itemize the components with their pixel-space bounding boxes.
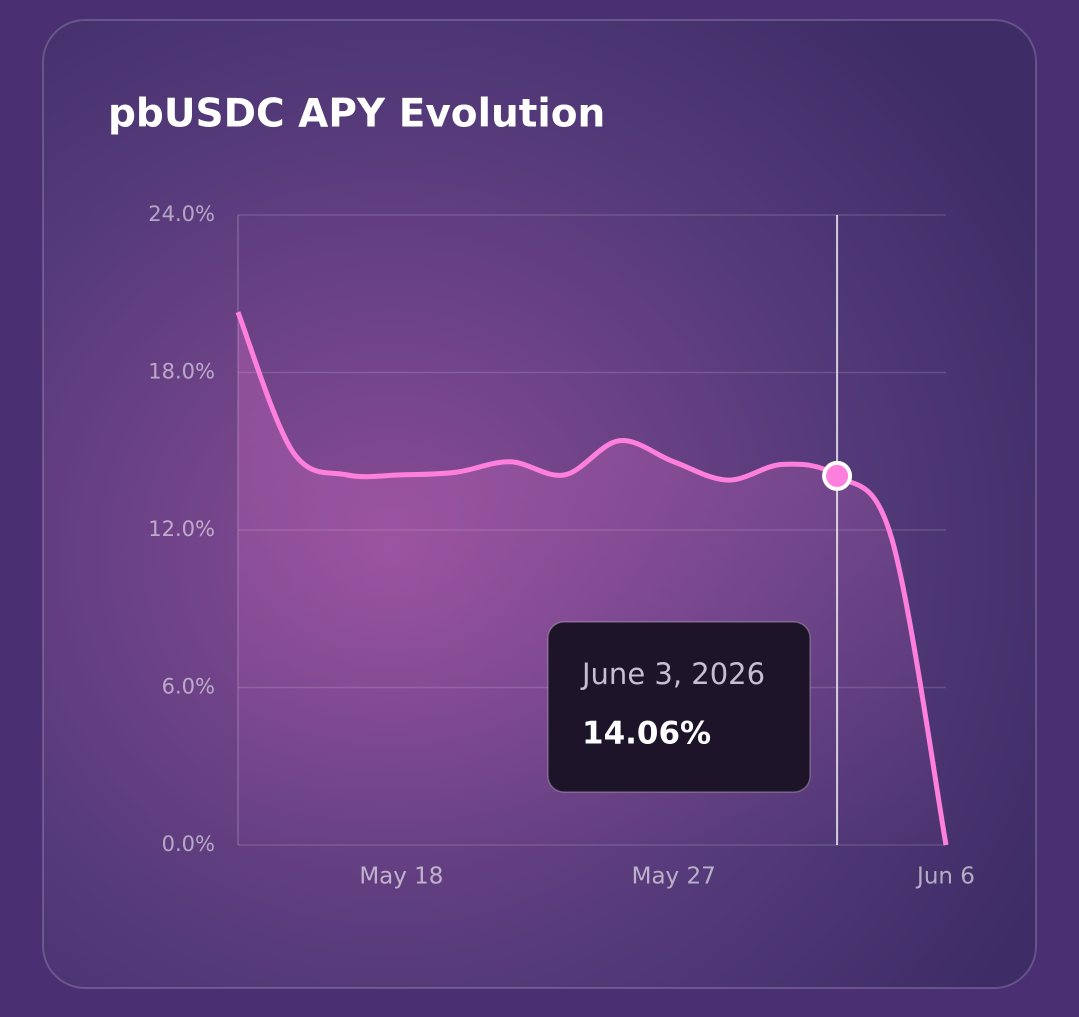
y-tick-label: 18.0% bbox=[148, 360, 215, 384]
tooltip bbox=[547, 621, 811, 793]
tooltip-value: 14.06% bbox=[582, 716, 711, 752]
tooltip-date: June 3, 2026 bbox=[580, 657, 765, 691]
line bbox=[235, 311, 949, 846]
y-tick-label: 12.0% bbox=[148, 517, 215, 541]
y-tick-label: 6.0% bbox=[162, 675, 215, 699]
chart-title: pbUSDC APY Evolution bbox=[108, 92, 605, 137]
y-tick-label: 0.0% bbox=[162, 832, 215, 856]
x-tick-label: May 18 bbox=[359, 864, 443, 890]
x-tick-label: May 27 bbox=[632, 864, 716, 890]
hover-point bbox=[822, 460, 853, 491]
x-tick-label: Jun 6 bbox=[915, 864, 975, 890]
y-tick-label: 24.0% bbox=[148, 202, 215, 226]
